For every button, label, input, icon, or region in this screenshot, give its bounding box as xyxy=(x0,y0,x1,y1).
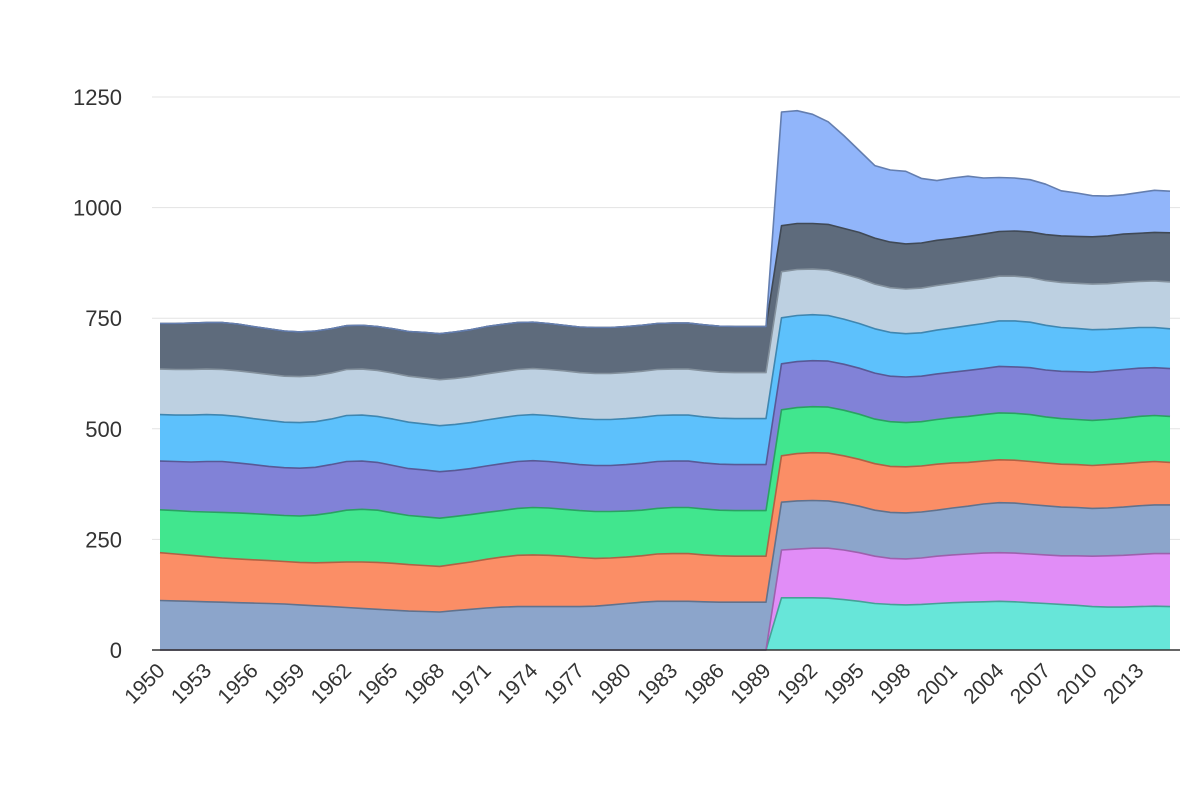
x-tick-label: 2010 xyxy=(1053,659,1102,708)
area-series-2 xyxy=(160,548,1170,650)
series-outline-4 xyxy=(159,451,1171,568)
area-series-10 xyxy=(160,110,1170,334)
x-tick-label: 1956 xyxy=(213,659,262,708)
x-tick-label: 1965 xyxy=(353,659,402,708)
x-tick-label: 2013 xyxy=(1099,659,1148,708)
y-tick-label: 0 xyxy=(110,638,122,663)
x-tick-label: 1986 xyxy=(680,659,729,708)
y-tick-label: 1000 xyxy=(73,196,122,221)
x-tick-label: 1959 xyxy=(260,659,309,708)
x-tick-label: 1953 xyxy=(167,659,216,708)
y-tick-label: 750 xyxy=(85,306,122,331)
series-outline-6 xyxy=(159,359,1171,473)
series-outline-7 xyxy=(159,313,1171,427)
series-outline-3 xyxy=(159,499,1170,613)
x-tick-label: 2004 xyxy=(959,659,1009,709)
series-outline-8 xyxy=(159,268,1171,381)
area-series-1 xyxy=(160,597,1170,650)
area-series-6 xyxy=(160,360,1170,519)
area-series-7 xyxy=(160,314,1170,472)
area-series-3 xyxy=(160,500,1170,650)
x-tick-label: 1968 xyxy=(400,659,449,708)
x-tick-label: 2007 xyxy=(1006,659,1055,708)
x-tick-label: 1962 xyxy=(307,659,356,708)
area-series-group xyxy=(160,110,1170,650)
x-tick-label: 1977 xyxy=(540,659,589,708)
x-tick-label: 1989 xyxy=(726,659,775,708)
x-tick-label: 1983 xyxy=(633,659,682,708)
x-tick-label: 1950 xyxy=(120,659,169,708)
x-tick-label: 1971 xyxy=(447,659,496,708)
series-outline-5 xyxy=(159,405,1171,519)
x-tick-label: 1974 xyxy=(493,659,543,709)
x-tick-label: 1998 xyxy=(866,659,915,708)
y-tick-labels: 0 250 500 750 1000 1250 xyxy=(73,85,122,663)
y-tick-label: 1250 xyxy=(73,85,122,110)
x-tick-labels: 1950195319561959196219651968197119741977… xyxy=(120,659,1148,709)
x-tick-label: 1995 xyxy=(819,659,868,708)
area-series-9 xyxy=(160,223,1170,380)
area-series-5 xyxy=(160,406,1170,567)
area-series-8 xyxy=(160,269,1170,426)
series-outline-10 xyxy=(160,109,1171,335)
x-tick-label: 1992 xyxy=(773,659,822,708)
area-series-4 xyxy=(160,452,1170,612)
y-tick-label: 500 xyxy=(85,417,122,442)
x-tick-label: 2001 xyxy=(913,659,962,708)
y-tick-label: 250 xyxy=(85,527,122,552)
x-tick-label: 1980 xyxy=(586,659,635,708)
